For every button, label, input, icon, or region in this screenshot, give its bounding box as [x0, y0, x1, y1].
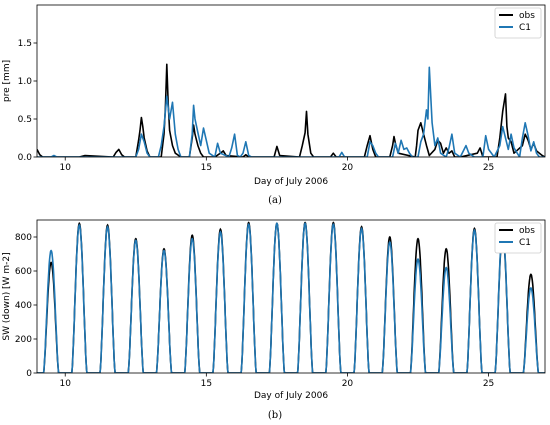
series-line-c1 [37, 66, 545, 157]
panel-a: 10 15 20 25 0.0 0.5 1.0 1.5 Day of July 2006 pre … [2, 4, 546, 206]
x-tick-label: 10 [59, 379, 71, 389]
y-tick-label: 0.0 [18, 153, 33, 163]
plot-area-a [37, 63, 545, 157]
series-line-c1 [37, 222, 545, 373]
y-axis-label: pre [mm] [2, 60, 12, 102]
x-tick-label: 10 [59, 163, 71, 173]
x-tick-label: 25 [483, 163, 494, 173]
x-axis-label: Day of July 2006 [254, 391, 328, 401]
y-tick-label: 200 [15, 335, 32, 345]
y-tick-label: 400 [15, 301, 32, 311]
legend-label: obs [519, 11, 535, 21]
y-tick-label: 800 [15, 233, 32, 243]
plot-frame-b [36, 219, 546, 374]
legend-label: C1 [519, 238, 531, 248]
panel-caption: (b) [268, 410, 282, 421]
panel-caption: (a) [268, 195, 282, 206]
y-tick-label: 0.5 [18, 115, 32, 125]
plot-area-b [37, 221, 545, 373]
series-line-obs [37, 63, 545, 157]
legend-label: C1 [519, 23, 531, 33]
legend-label: obs [519, 226, 535, 236]
x-tick-label: 25 [483, 379, 494, 389]
legend: obs C1 [494, 7, 542, 39]
y-tick-label: 600 [15, 267, 32, 277]
y-tick-label: 1.5 [18, 39, 32, 49]
plot-frame-a [36, 4, 546, 158]
y-axis-label: SW (down) [W m-2] [2, 252, 12, 340]
x-tick-label: 20 [342, 163, 354, 173]
y-tick-label: 1.0 [18, 77, 33, 87]
x-tick-label: 15 [201, 163, 212, 173]
panel-b: 10 15 20 25 0 200 400 600 800 Day of July 2006 SW … [2, 219, 546, 421]
x-tick-label: 15 [201, 379, 212, 389]
y-tick-label: 0 [26, 369, 32, 379]
legend: obs C1 [494, 222, 542, 254]
x-tick-label: 20 [342, 379, 354, 389]
x-axis-label: Day of July 2006 [254, 177, 328, 187]
